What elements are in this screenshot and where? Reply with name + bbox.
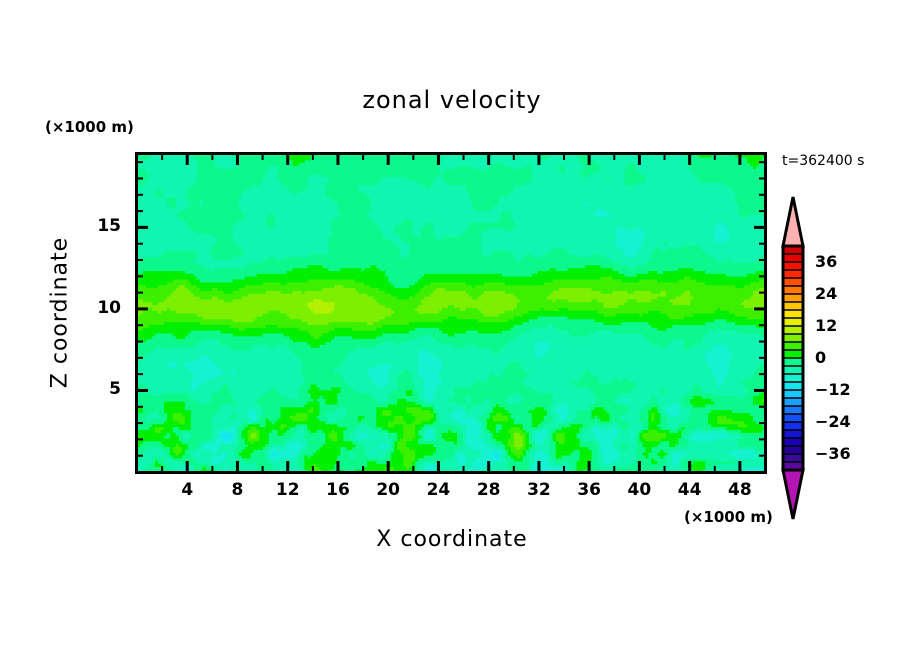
colorbar-tick-label: −24 [815, 412, 851, 431]
x-tick-label: 32 [527, 480, 551, 500]
x-tick-label: 20 [376, 480, 401, 500]
x-axis-unit-label: (×1000 m) [684, 508, 773, 526]
x-tick-label: 16 [326, 480, 350, 500]
colorbar-tick-label: 24 [815, 284, 838, 303]
chart-title: zonal velocity [362, 86, 542, 114]
y-tick-label: 5 [109, 379, 121, 400]
x-tick-label: 8 [231, 480, 244, 500]
plot-frame [135, 152, 767, 474]
axis-ticks [137, 154, 765, 472]
time-annotation: t=362400 s [782, 153, 865, 169]
y-tick-label: 15 [97, 216, 121, 237]
colorbar-tick-label: 0 [815, 348, 827, 367]
x-tick-label: 44 [677, 480, 702, 500]
x-tick-label: 12 [275, 480, 300, 500]
colorbar-tick-label: 36 [815, 252, 838, 271]
x-tick-label: 40 [627, 480, 652, 500]
colorbar [781, 196, 805, 520]
y-axis-unit-label: (×1000 m) [45, 118, 134, 136]
x-tick-label: 28 [476, 480, 501, 500]
x-tick-label: 24 [426, 480, 451, 500]
x-tick-label: 36 [577, 480, 601, 500]
y-tick-label: 10 [97, 297, 121, 318]
x-tick-label: 4 [181, 480, 194, 500]
colorbar-tick-label: −12 [815, 380, 851, 399]
colorbar-tick-label: 12 [815, 316, 838, 335]
contour-field [137, 154, 765, 472]
x-tick-label: 48 [728, 480, 752, 500]
colorbar-tick-label: −36 [815, 444, 851, 463]
y-axis-title: Z coordinate [47, 236, 73, 389]
x-axis-title: X coordinate [376, 527, 528, 552]
